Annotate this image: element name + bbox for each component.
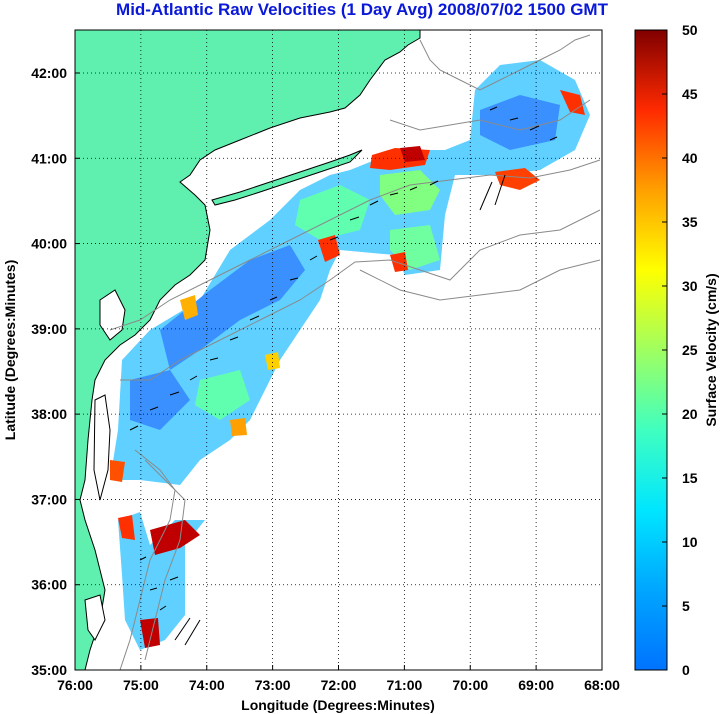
land-pamlico xyxy=(84,594,106,641)
velocity-field-mid xyxy=(380,170,440,215)
y-tick-label: 42:00 xyxy=(31,65,67,81)
colorbar-tick-label: 45 xyxy=(682,86,698,102)
y-axis-ticks: 42:00 41:00 40:00 39:00 38:00 37:00 36:00 35:00 xyxy=(31,65,80,678)
x-tick-label: 76:00 xyxy=(57,677,93,693)
velocity-hotspot xyxy=(230,418,247,436)
colorbar-label: Surface Velocity (cm/s) xyxy=(703,273,719,426)
colorbar-tick-label: 15 xyxy=(682,470,698,486)
velocity-hotspot xyxy=(180,295,198,320)
y-tick-label: 41:00 xyxy=(31,150,67,166)
y-tick-label: 37:00 xyxy=(31,491,67,507)
velocity-hotspot xyxy=(560,90,585,115)
colorbar-tick-label: 20 xyxy=(682,406,698,422)
chart-title: Mid-Atlantic Raw Velocities (1 Day Avg) … xyxy=(116,0,608,19)
colorbar-tick-label: 5 xyxy=(682,598,690,614)
velocity-field-slow xyxy=(130,370,190,430)
velocity-field-slow xyxy=(160,245,305,370)
colorbar-tick-label: 10 xyxy=(682,534,698,550)
velocity-hotspot xyxy=(400,146,425,162)
x-tick-label: 75:00 xyxy=(123,677,159,693)
velocity-arrows xyxy=(129,106,558,646)
land-mainland xyxy=(75,30,421,670)
velocity-hotspot xyxy=(118,515,135,540)
y-tick-label: 39:00 xyxy=(31,321,67,337)
colorbar xyxy=(634,29,668,671)
x-tick-label: 72:00 xyxy=(321,677,357,693)
velocity-hotspot xyxy=(265,352,280,370)
x-tick-label: 70:00 xyxy=(452,677,488,693)
velocity-hotspot xyxy=(150,520,200,555)
y-tick-label: 38:00 xyxy=(31,406,67,422)
x-tick-label: 73:00 xyxy=(255,677,291,693)
colorbar-tick-label: 35 xyxy=(682,214,698,230)
colorbar-tick-label: 40 xyxy=(682,150,698,166)
colorbar-tick-label: 25 xyxy=(682,342,698,358)
y-tick-label: 40:00 xyxy=(31,236,67,252)
y-axis-label: Latitude (Degrees:Minutes) xyxy=(2,260,18,440)
x-tick-label: 69:00 xyxy=(518,677,554,693)
colorbar-tick-label: 0 xyxy=(682,662,690,678)
velocity-hotspot xyxy=(390,252,408,272)
land-chesapeake xyxy=(93,394,111,501)
velocity-hotspot xyxy=(318,235,340,262)
x-axis-ticks: 76:00 75:00 74:00 73:00 72:00 71:00 70:00 69:00… xyxy=(57,665,620,693)
land xyxy=(75,30,421,670)
velocity-hotspot xyxy=(495,168,540,190)
velocity-field-slow xyxy=(480,95,560,150)
velocity-hotspot xyxy=(140,618,160,648)
x-tick-label: 68:00 xyxy=(584,677,620,693)
velocity-field-south xyxy=(118,512,205,650)
velocity-hotspot xyxy=(110,460,125,482)
land-long-island xyxy=(211,149,363,206)
colorbar-tick-label: 50 xyxy=(682,22,698,38)
velocity-field-mid xyxy=(195,370,250,420)
bathymetry-contours xyxy=(109,34,601,670)
y-tick-label: 35:00 xyxy=(31,662,67,678)
x-axis-label: Longitude (Degrees:Minutes) xyxy=(241,697,435,713)
colorbar-tick-label: 30 xyxy=(682,278,698,294)
grid-lines xyxy=(75,30,602,670)
x-tick-label: 71:00 xyxy=(386,677,422,693)
x-tick-label: 74:00 xyxy=(189,677,225,693)
velocity-field-mid xyxy=(295,185,370,240)
y-tick-label: 36:00 xyxy=(31,577,67,593)
